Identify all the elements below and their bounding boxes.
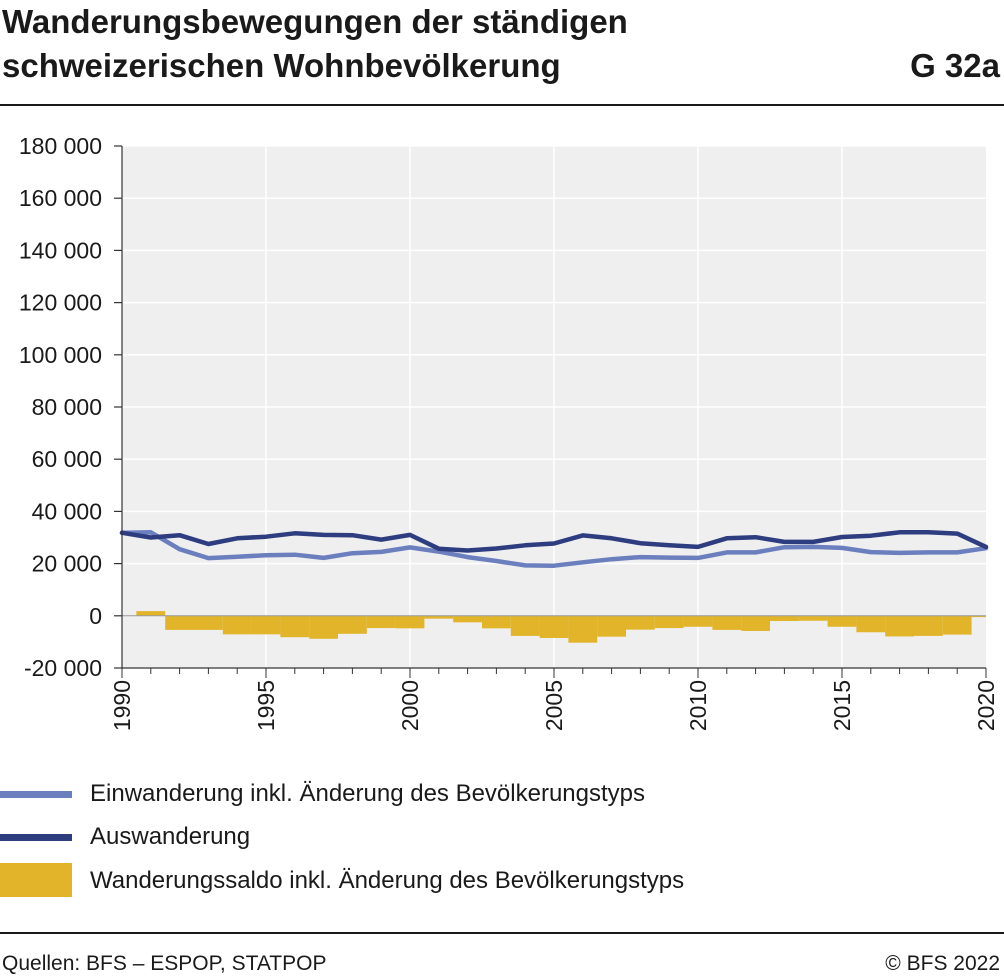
x-tick-label: 2000 (397, 680, 423, 731)
bar-balance (914, 615, 943, 636)
bar-balance (597, 615, 626, 637)
chart-title: Wanderungsbewegungen der ständigen schwe… (2, 0, 628, 88)
bar-balance (482, 615, 511, 629)
legend-item-immigration: Einwanderung inkl. Änderung des Bevölker… (0, 774, 1004, 814)
legend-label-balance: Wanderungssaldo inkl. Änderung des Bevöl… (90, 867, 685, 894)
y-tick-label: 20 000 (32, 551, 102, 577)
y-tick-label: 180 000 (19, 133, 102, 159)
y-tick-label: 140 000 (19, 237, 102, 263)
chart-area: -20 000 0 20 000 40 000 60 000 80 000 100 000 1… (19, 133, 999, 731)
bar-balance (971, 615, 986, 618)
bar-balance (309, 615, 338, 639)
bar-balance (338, 615, 367, 634)
x-tick-label: 1995 (253, 680, 279, 731)
legend-swatch-emigration (0, 834, 72, 841)
bar-balance (626, 615, 655, 630)
legend-label-emigration: Auswanderung (90, 823, 251, 850)
legend-swatch-balance (0, 863, 72, 897)
y-tick-label: -20 000 (24, 655, 102, 681)
x-tick-label: 2005 (541, 680, 567, 731)
bar-balance (770, 615, 799, 622)
bar-balance (453, 615, 482, 623)
x-tick-label: 2015 (829, 680, 855, 731)
bar-balance (942, 615, 972, 635)
bar-balance (539, 615, 569, 638)
legend-label-immigration: Einwanderung inkl. Änderung des Bevölker… (90, 780, 646, 807)
bar-balance (165, 615, 194, 630)
x-tick-label: 2020 (973, 680, 999, 731)
header-divider (0, 104, 1004, 106)
x-tick-label: 1990 (109, 680, 135, 731)
copyright-note: © BFS 2022 (885, 952, 1000, 975)
source-note: Quellen: BFS – ESPOP, STATPOP (2, 952, 327, 975)
bar-balance (856, 615, 886, 633)
bar-balance (885, 615, 914, 637)
bar-balance (280, 615, 310, 638)
y-tick-label: 120 000 (19, 290, 102, 316)
bar-balance (366, 615, 396, 629)
bar-balance (683, 615, 713, 627)
y-tick-label: 60 000 (32, 446, 102, 472)
chart-title-line2: schweizerischen Wohnbevölkerung (2, 47, 561, 84)
bar-balance (424, 615, 454, 619)
y-tick-label: 100 000 (19, 342, 102, 368)
bar-balance (395, 615, 425, 629)
bar-balance (251, 615, 281, 635)
bar-balance (510, 615, 540, 636)
bar-balance (827, 615, 857, 627)
bar-balance (222, 615, 252, 635)
legend-swatch-immigration (0, 791, 72, 798)
line-emigration (119, 530, 989, 553)
y-tick-label: 40 000 (32, 498, 102, 524)
legend-item-balance: Wanderungssaldo inkl. Änderung des Bevöl… (0, 861, 1004, 901)
y-tick-label: 80 000 (32, 394, 102, 420)
chart-code: G 32a (910, 47, 1000, 84)
bar-balance (741, 615, 770, 631)
chart-title-line1: Wanderungsbewegungen der ständigen (2, 3, 628, 40)
bar-balance (194, 615, 223, 630)
line-immigration (119, 530, 989, 568)
bar-balance (798, 615, 828, 621)
bar-balance (654, 615, 684, 629)
legend-item-emigration: Auswanderung (0, 817, 1004, 857)
bar-balance (568, 615, 598, 643)
bar-balance (712, 615, 742, 630)
y-tick-label: 160 000 (19, 185, 102, 211)
y-tick-label: 0 (89, 603, 102, 629)
bar-balance (136, 611, 166, 616)
footer-divider (0, 932, 1004, 934)
x-tick-label: 2010 (685, 680, 711, 731)
